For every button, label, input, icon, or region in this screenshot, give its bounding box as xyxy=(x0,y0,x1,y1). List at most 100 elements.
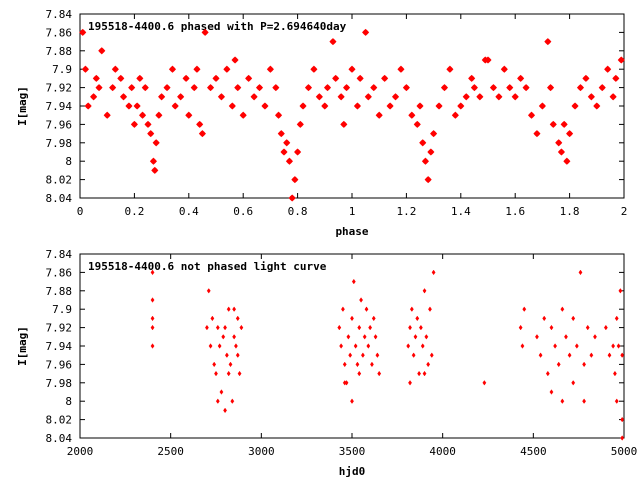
unphased-data-point xyxy=(542,315,547,322)
phased-y-tick-label: 8.02 xyxy=(46,174,73,187)
unphased-data-point xyxy=(538,352,543,358)
phased-data-point xyxy=(163,84,171,92)
unphased-data-point xyxy=(607,352,612,358)
unphased-data-point xyxy=(339,343,344,349)
unphased-data-point xyxy=(217,343,222,349)
phased-x-axis-label: phase xyxy=(335,225,368,238)
phased-data-point xyxy=(517,74,525,82)
unphased-data-point xyxy=(564,334,568,340)
unphased-data-point xyxy=(366,343,371,349)
phased-y-tick-label: 7.92 xyxy=(46,82,73,95)
unphased-data-point xyxy=(223,324,227,331)
phased-data-point xyxy=(84,102,92,110)
unphased-x-tick-label: 2500 xyxy=(157,445,184,458)
phased-data-point xyxy=(544,38,552,46)
phased-data-point xyxy=(604,65,612,73)
unphased-data-point xyxy=(408,380,412,386)
unphased-data-point xyxy=(371,315,376,322)
phased-y-tick-label: 7.9 xyxy=(52,63,72,76)
unphased-data-point xyxy=(553,343,558,349)
phased-data-point xyxy=(261,102,269,110)
unphased-y-tick-label: 8.04 xyxy=(46,432,73,445)
phased-data-point xyxy=(111,65,119,73)
phased-data-point xyxy=(223,65,231,73)
phased-data-point xyxy=(155,111,163,119)
unphased-data-point xyxy=(614,398,619,404)
unphased-x-axis-label: hjd0 xyxy=(339,465,366,478)
phased-data-point xyxy=(272,84,280,92)
unphased-data-point xyxy=(206,288,211,294)
unphased-data-point xyxy=(232,306,237,312)
phased-data-point xyxy=(612,74,620,82)
phased-data-point xyxy=(133,102,141,110)
unphased-data-point xyxy=(556,361,561,368)
unphased-data-point xyxy=(426,361,431,368)
phased-data-point xyxy=(266,65,274,73)
unphased-data-point xyxy=(418,324,423,331)
phased-data-point xyxy=(275,111,283,119)
phased-data-point xyxy=(201,28,209,36)
unphased-data-point xyxy=(212,361,217,368)
unphased-data-point xyxy=(362,334,367,340)
unphased-data-point xyxy=(346,334,351,340)
unphased-data-point xyxy=(237,370,242,377)
unphased-data-point xyxy=(357,370,362,377)
unphased-data-point xyxy=(549,324,554,331)
phased-data-point xyxy=(397,65,405,73)
phased-data-point xyxy=(139,111,147,119)
phased-data-point xyxy=(125,102,133,110)
phased-data-point xyxy=(207,84,215,92)
phased-data-point xyxy=(81,65,89,73)
phased-data-point xyxy=(451,111,459,119)
unphased-data-point xyxy=(620,435,625,441)
phased-data-point xyxy=(424,176,432,184)
phased-data-point xyxy=(283,139,291,147)
phased-data-point xyxy=(294,148,302,156)
phased-data-point xyxy=(511,93,519,101)
unphased-data-point xyxy=(620,416,625,423)
unphased-data-point xyxy=(408,324,412,331)
phased-data-point xyxy=(231,56,239,64)
phased-data-point xyxy=(323,84,332,92)
phased-data-point xyxy=(315,93,323,101)
unphased-x-tick-label: 4000 xyxy=(429,445,456,458)
unphased-data-point xyxy=(226,370,231,377)
unphased-x-tick-label: 5000 xyxy=(611,445,638,458)
phased-data-point xyxy=(386,102,394,110)
phased-y-tick-label: 7.86 xyxy=(46,26,73,39)
phased-data-point xyxy=(446,65,454,73)
unphased-data-point xyxy=(359,297,363,303)
unphased-data-point xyxy=(364,306,369,312)
phased-data-point xyxy=(598,84,606,92)
phased-data-point xyxy=(557,148,565,156)
unphased-data-point xyxy=(210,315,215,322)
unphased-data-point xyxy=(415,315,420,322)
phased-data-point xyxy=(587,93,595,101)
phased-data-point xyxy=(381,74,389,82)
phased-data-point xyxy=(141,84,149,92)
phased-y-tick-label: 7.98 xyxy=(46,137,73,150)
unphased-data-point xyxy=(560,306,565,312)
unphased-y-tick-label: 7.88 xyxy=(46,285,73,298)
unphased-data-point xyxy=(232,334,237,340)
unphased-data-point xyxy=(571,315,576,322)
unphased-data-point xyxy=(417,370,422,377)
phased-data-point xyxy=(171,102,179,110)
phased-data-point xyxy=(435,102,443,110)
phased-data-point xyxy=(196,120,204,128)
phased-data-point xyxy=(217,93,225,101)
phased-data-point xyxy=(98,47,106,55)
phased-y-tick-label: 7.84 xyxy=(46,8,73,21)
phased-data-point xyxy=(144,120,152,128)
unphased-data-point xyxy=(535,334,539,340)
phased-data-point xyxy=(362,28,370,36)
unphased-x-tick-label: 2000 xyxy=(67,445,94,458)
unphased-data-point xyxy=(342,380,347,386)
phased-data-point xyxy=(533,130,541,138)
unphased-data-point xyxy=(355,361,360,368)
phased-data-point xyxy=(522,84,530,92)
unphased-data-point xyxy=(613,370,617,377)
phased-chart-title: 195518-4400.6 phased with P=2.694640day xyxy=(88,20,347,33)
unphased-data-point xyxy=(522,306,527,312)
phased-data-point xyxy=(566,130,574,138)
